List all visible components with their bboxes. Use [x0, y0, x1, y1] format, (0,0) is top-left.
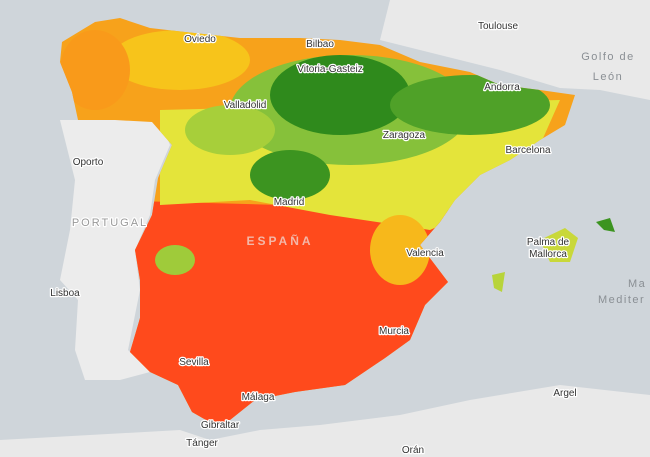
country-label: ESPAÑA [246, 233, 313, 248]
region-fill [60, 30, 130, 110]
place-label: Oporto [73, 157, 104, 168]
place-label: Murcia [379, 326, 409, 337]
place-label: Barcelona [505, 145, 550, 156]
region-fill [250, 150, 330, 200]
island [540, 228, 578, 262]
place-label: Tánger [186, 438, 218, 449]
region-fill [370, 215, 430, 285]
region-fill [155, 245, 195, 275]
place-label: Orán [402, 445, 424, 456]
place-label: Vitoria-Gasteiz [297, 64, 362, 75]
island [492, 272, 505, 292]
region-fill [185, 105, 275, 155]
place-label: Bilbao [306, 39, 334, 50]
place-label: Zaragoza [383, 130, 426, 141]
place-label: Mallorca [529, 249, 567, 260]
place-label: Argel [553, 388, 576, 399]
place-label: Lisboa [50, 288, 80, 299]
region-fill [110, 30, 250, 90]
place-label: Oviedo [184, 34, 216, 45]
place-label: Andorra [484, 82, 520, 93]
sea-label: Ma [628, 278, 646, 290]
place-label: Valladolid [224, 100, 267, 111]
place-label: Madrid [274, 197, 305, 208]
country-label: PORTUGAL [72, 217, 148, 229]
place-label: Málaga [242, 392, 275, 403]
place-label: Valencia [406, 248, 444, 259]
sea-label: Golfo de [581, 51, 635, 63]
island [596, 218, 615, 232]
place-label: Sevilla [179, 357, 209, 368]
region-fill [270, 55, 410, 135]
region-fill [390, 75, 550, 135]
africa [0, 385, 650, 457]
place-label: Gibraltar [201, 420, 240, 431]
sea-label: León [593, 71, 623, 83]
place-label: Toulouse [478, 21, 518, 32]
place-label: Palma de [527, 237, 570, 248]
sea-label: Mediter [598, 294, 645, 306]
france [380, 0, 650, 100]
portugal [60, 120, 170, 380]
